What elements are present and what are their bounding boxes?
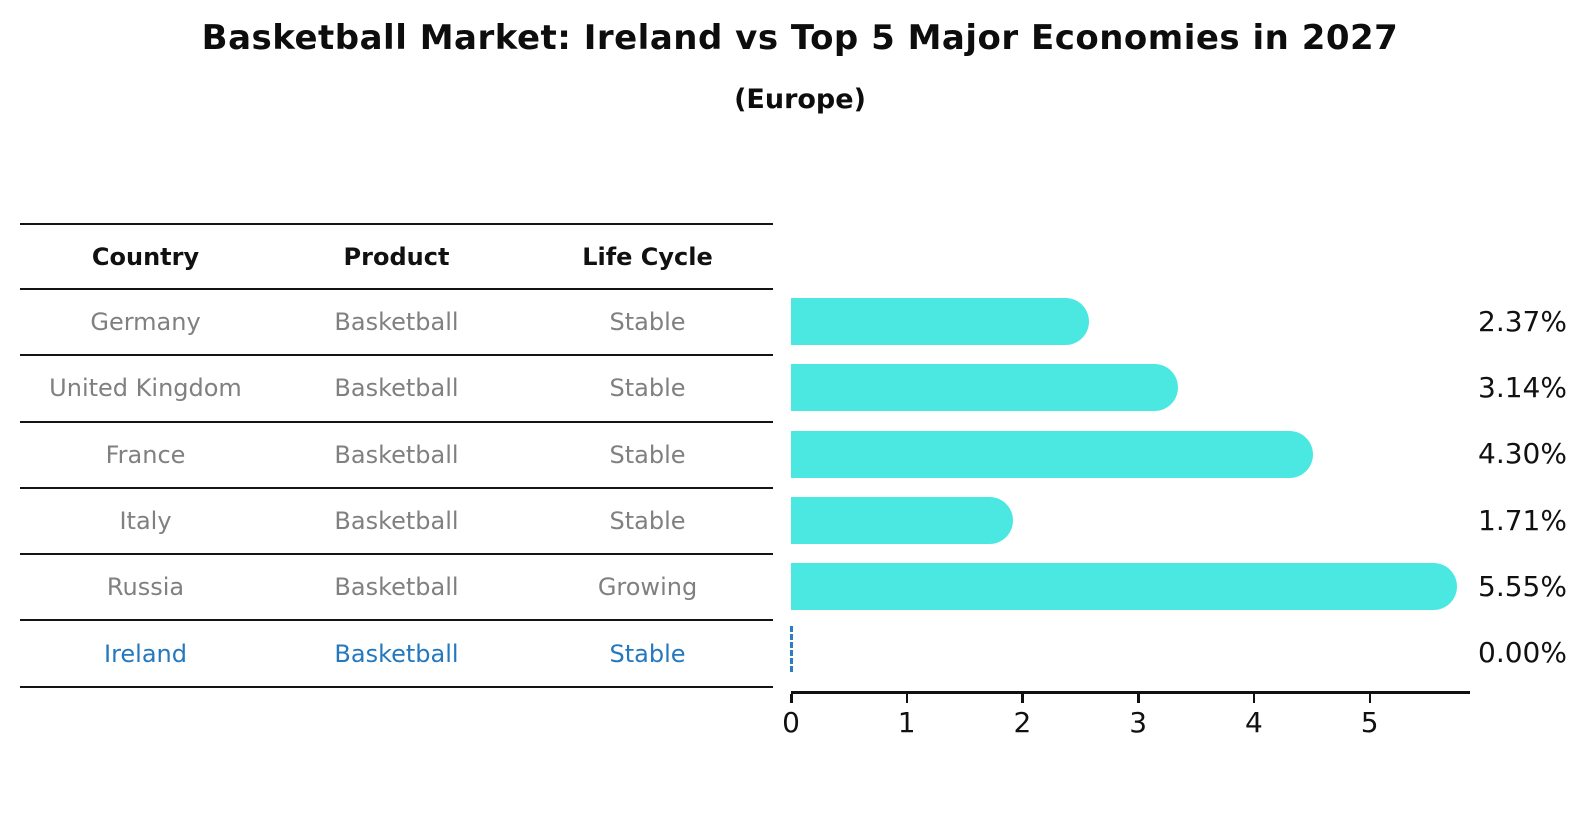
x-axis-tick-label: 3 (1129, 706, 1148, 739)
bar-germany (791, 298, 1090, 345)
lifecycle-cell: Stable (609, 440, 686, 469)
product-cell: Basketball (334, 573, 459, 602)
column-header-country: Country (91, 242, 200, 271)
table-row-germany: Germany Basketball Stable (20, 290, 773, 357)
x-axis-tick-mark (1137, 694, 1140, 703)
bar-united-kingdom (791, 364, 1179, 412)
table-row-united-kingdom: United Kingdom Basketball Stable (20, 356, 773, 423)
bar-russia (791, 563, 1458, 611)
country-table: Country Product Life Cycle Germany Baske… (20, 223, 773, 688)
bar-band (791, 553, 1468, 619)
product-cell: Basketball (334, 374, 459, 403)
lifecycle-cell: Growing (597, 573, 698, 602)
lifecycle-cell: Stable (609, 374, 686, 403)
value-label-france: 4.30% (1478, 437, 1567, 471)
x-axis-tick-mark (905, 694, 909, 703)
bar-band (791, 487, 1468, 553)
value-label-column: 2.37% 3.14% 4.30% 1.71% 5.55% 0.00% (1478, 288, 1586, 686)
product-cell: Basketball (334, 507, 459, 536)
product-cell: Basketball (334, 639, 459, 668)
x-axis: 0 1 2 3 4 5 (782, 694, 1468, 754)
column-header-lifecycle: Life Cycle (582, 242, 713, 271)
product-cell: Basketball (334, 308, 459, 337)
lifecycle-cell: Stable (609, 507, 686, 536)
lifecycle-cell: Stable (609, 308, 686, 337)
bar-chart-plot-area (790, 288, 1468, 686)
x-axis-tick-mark (1252, 694, 1256, 703)
value-label-germany: 2.37% (1478, 304, 1567, 338)
country-cell: Russia (106, 573, 185, 602)
x-axis-tick-mark (1368, 694, 1372, 703)
column-header-product: Product (343, 242, 450, 271)
table-row-italy: Italy Basketball Stable (20, 489, 773, 556)
x-axis-line (791, 691, 1470, 694)
x-axis-tick-mark (1021, 694, 1024, 703)
product-cell: Basketball (334, 440, 459, 469)
bar-band (790, 619, 1468, 685)
bar-france (791, 430, 1313, 478)
bar-band (791, 288, 1468, 354)
value-label-italy: 1.71% (1478, 503, 1567, 537)
value-label-ireland: 0.00% (1478, 636, 1567, 670)
x-axis-tick-label: 2 (1013, 706, 1032, 739)
zero-value-marker (790, 626, 793, 673)
table-row-ireland: Ireland Basketball Stable (20, 621, 773, 688)
x-axis-tick-label: 4 (1244, 706, 1263, 739)
bar-band (791, 354, 1468, 420)
bar-band (791, 421, 1468, 487)
x-axis-tick-label: 5 (1360, 706, 1379, 739)
country-cell: United Kingdom (49, 374, 242, 403)
table-header-row: Country Product Life Cycle (20, 223, 773, 290)
table-row-france: France Basketball Stable (20, 423, 773, 489)
chart-subtitle: (Europe) (734, 84, 866, 115)
country-cell: Ireland (103, 639, 187, 668)
x-axis-tick-label: 0 (782, 706, 800, 739)
table-row-russia: Russia Basketball Growing (20, 555, 773, 622)
x-axis-tick-mark (790, 694, 793, 703)
x-axis-tick-label: 1 (897, 706, 916, 739)
chart-title: Basketball Market: Ireland vs Top 5 Majo… (201, 18, 1399, 58)
value-label-united-kingdom: 3.14% (1478, 370, 1567, 404)
lifecycle-cell: Stable (609, 639, 686, 668)
country-cell: Italy (119, 507, 172, 536)
value-label-russia: 5.55% (1478, 569, 1567, 603)
country-cell: Germany (90, 308, 201, 337)
bar-italy (791, 496, 1013, 544)
country-cell: France (105, 440, 186, 469)
